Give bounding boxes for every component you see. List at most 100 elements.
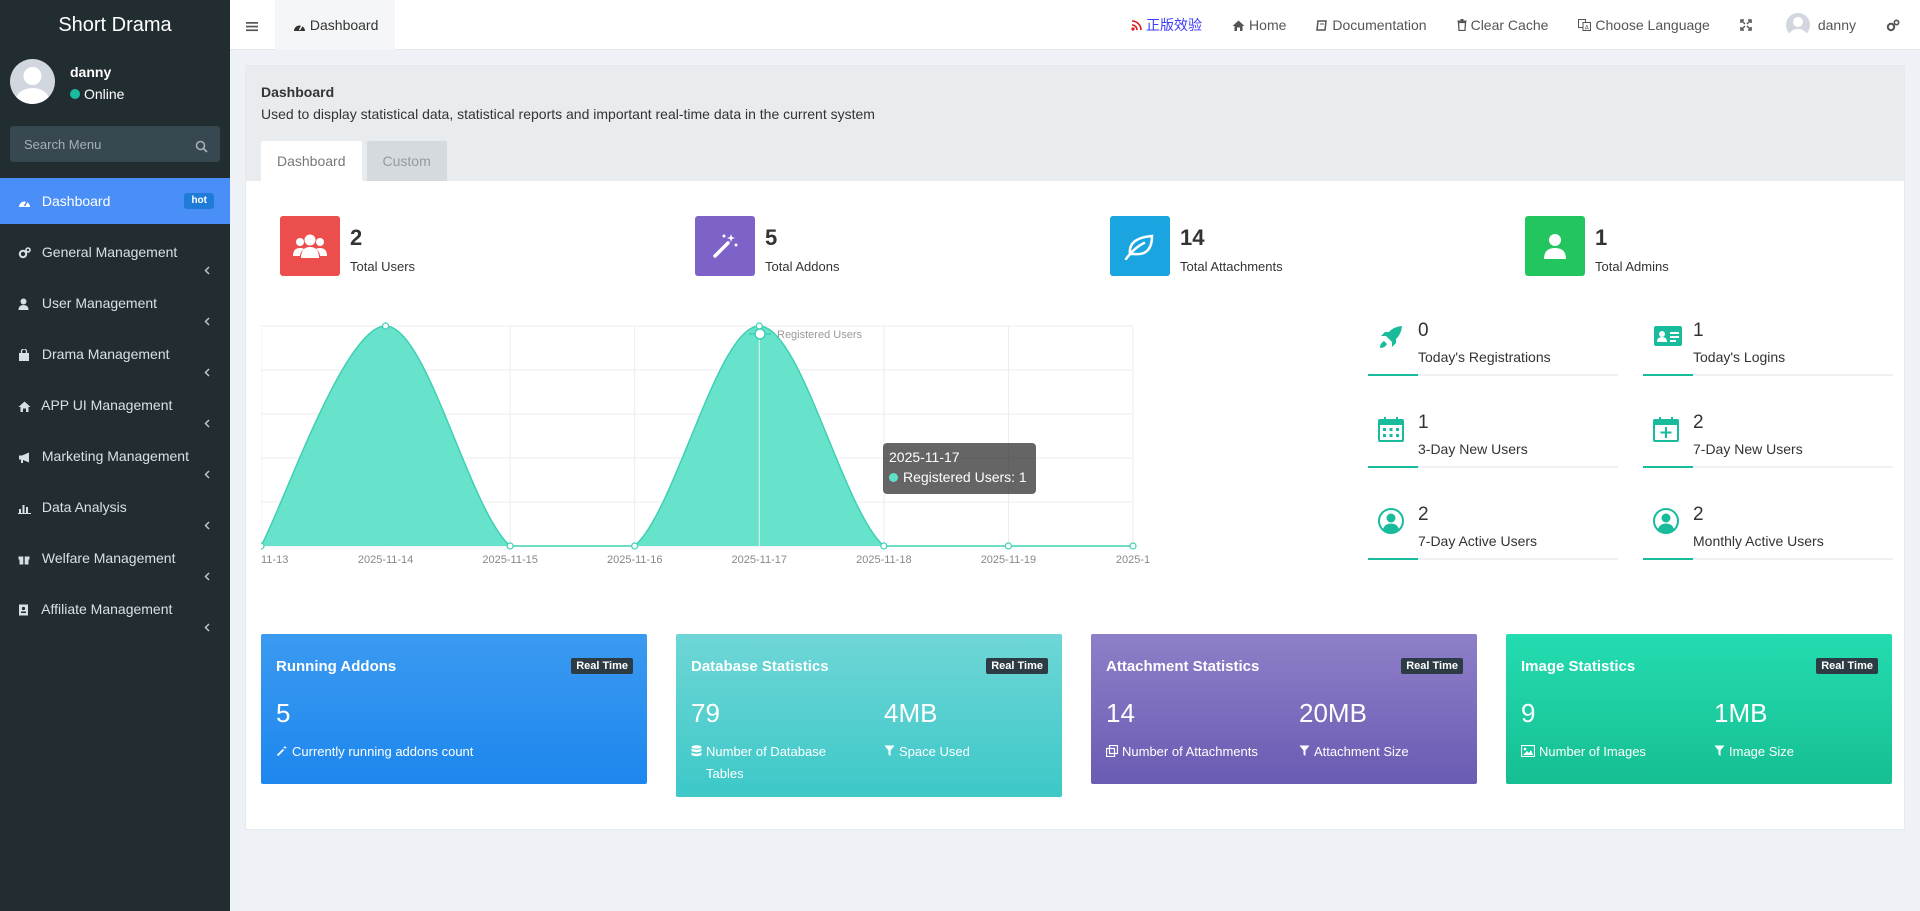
chevron-left-icon: [204, 603, 210, 649]
tooltip-text: Registered Users: 1: [903, 469, 1027, 485]
id-card-icon: [18, 586, 32, 632]
kpi-7day-active-users[interactable]: 2 7-Day Active Users: [1368, 500, 1618, 560]
gift-icon: [18, 535, 32, 581]
choose-language-button[interactable]: A Choose Language: [1578, 17, 1710, 33]
home-link[interactable]: Home: [1232, 17, 1286, 33]
card-value-2: 1MB: [1714, 698, 1768, 728]
documentation-link[interactable]: Documentation: [1316, 17, 1427, 33]
real-time-badge: Real Time: [986, 658, 1048, 674]
tab-custom[interactable]: Custom: [366, 141, 447, 181]
kpi-underline: [1368, 374, 1418, 376]
data-point: [381, 322, 390, 330]
sidebar-item-marketing-management[interactable]: Marketing Management: [0, 433, 230, 479]
data-point: [261, 542, 265, 550]
search-input[interactable]: [10, 126, 220, 162]
kpi-today-registrations[interactable]: 0 Today's Registrations: [1368, 316, 1618, 376]
promo-label: 正版效验: [1146, 17, 1203, 33]
kpi-value: 0: [1418, 320, 1429, 341]
stat-icon-box: [280, 216, 340, 276]
clear-cache-button[interactable]: Clear Cache: [1457, 17, 1548, 33]
promo-link[interactable]: 正版效验: [1131, 15, 1202, 35]
stat-label: Total Attachments: [1180, 259, 1283, 274]
user-menu-name: danny: [1817, 17, 1856, 33]
kpi-label: Today's Logins: [1693, 349, 1786, 365]
user-name: danny: [70, 64, 112, 80]
sidebar-item-general-management[interactable]: General Management: [0, 229, 230, 275]
sidebar-item-app-ui-management[interactable]: APP UI Management: [0, 382, 230, 428]
kpi-underline: [1643, 374, 1693, 376]
stat-label: Total Users: [350, 259, 416, 274]
kpi-label: Monthly Active Users: [1693, 533, 1824, 549]
data-point: [1129, 542, 1137, 550]
x-tick-label: 2025-11-19: [981, 554, 1036, 566]
search-icon[interactable]: [195, 137, 208, 153]
x-tick-label: 2025-11-15: [482, 554, 537, 566]
sidebar-item-data-analysis[interactable]: Data Analysis: [0, 484, 230, 530]
filter-icon: [884, 745, 895, 756]
registered-users-chart[interactable]: 11-13 2025-11-14 2025-11-15 2025-11-16 2025-…: [261, 314, 1336, 619]
kpi-label: Today's Registrations: [1418, 349, 1551, 365]
shopping-bag-icon: [18, 331, 32, 377]
card-sub: Number of Attachments: [1106, 741, 1258, 763]
search-menu: [10, 126, 220, 162]
kpi-3day-new-users[interactable]: 1 3-Day New Users: [1368, 408, 1618, 468]
stat-value: 2: [350, 225, 363, 250]
filter-icon: [1299, 745, 1310, 756]
real-time-badge: Real Time: [1401, 658, 1463, 674]
sidebar-item-dashboard[interactable]: Dashboard hot: [0, 178, 230, 224]
kpi-7day-new-users[interactable]: 2 7-Day New Users: [1643, 408, 1893, 468]
trash-icon: [1457, 19, 1467, 31]
card-sub-2: Attachment Size: [1299, 741, 1409, 763]
avatar: [10, 59, 55, 104]
fullscreen-button[interactable]: [1740, 19, 1756, 31]
x-tick-label: 2025-11-18: [856, 554, 911, 566]
card-attachment-statistics[interactable]: Attachment Statistics Real Time 14 20MB …: [1091, 634, 1477, 784]
tab-label: Dashboard: [309, 17, 379, 33]
page-description: Used to display statistical data, statis…: [261, 106, 875, 122]
user-status-text: Online: [84, 86, 125, 102]
sidebar-item-label: APP UI Management: [41, 397, 173, 413]
card-running-addons[interactable]: Running Addons Real Time 5 Currently run…: [261, 634, 647, 784]
kpi-value: 1: [1693, 320, 1704, 341]
sidebar-item-label: Affiliate Management: [41, 601, 173, 617]
card-sub: Number of Images: [1521, 741, 1646, 763]
rss-icon: [1131, 19, 1142, 31]
sidebar-item-affiliate-management[interactable]: Affiliate Management: [0, 586, 230, 632]
sidebar-item-label: Marketing Management: [41, 448, 189, 464]
chart-tooltip: 2025-11-17 Registered Users: 1: [883, 443, 1036, 494]
card-title: Attachment Statistics: [1106, 658, 1260, 675]
stat-value: 1: [1595, 225, 1608, 250]
user-status: Online: [70, 86, 124, 102]
tab-dashboard-content[interactable]: Dashboard: [261, 141, 362, 181]
magic-wand-icon: [276, 745, 287, 757]
svg-text:A: A: [1585, 25, 1590, 32]
data-point: [755, 322, 763, 330]
app-logo[interactable]: Short Drama: [0, 0, 230, 50]
x-tick-label: 11-13: [261, 554, 288, 566]
x-tick-label: 2025-1: [1116, 554, 1150, 566]
kpi-today-logins[interactable]: 1 Today's Logins: [1643, 316, 1893, 376]
sidebar-item-user-management[interactable]: User Management: [0, 280, 230, 326]
user-menu[interactable]: danny: [1785, 13, 1856, 43]
sidebar-item-label: General Management: [41, 244, 178, 260]
bullhorn-icon: [18, 433, 32, 479]
home-icon: [1232, 20, 1245, 31]
user-circle-icon: [1378, 508, 1404, 537]
x-tick-label: 2025-11-17: [732, 554, 787, 566]
card-sub-label: Currently running addons count: [292, 744, 474, 759]
sidebar-item-welfare-management[interactable]: Welfare Management: [0, 535, 230, 581]
settings-button[interactable]: [1886, 18, 1904, 32]
tab-dashboard[interactable]: Dashboard: [275, 0, 395, 50]
sidebar: Short Drama danny Online Dashboard hot G…: [0, 0, 230, 911]
sidebar-item-drama-management[interactable]: Drama Management: [0, 331, 230, 377]
card-database-statistics[interactable]: Database Statistics Real Time 79 4MB Num…: [676, 634, 1062, 797]
stat-label: Total Addons: [765, 259, 840, 274]
card-value-2: 4MB: [884, 698, 938, 728]
menu-toggle-icon[interactable]: [246, 17, 258, 33]
card-sub: Number of Database Tables: [691, 741, 861, 785]
sidebar-item-label: User Management: [41, 295, 158, 311]
card-sub-label-2: Image Size: [1729, 744, 1795, 759]
card-image-statistics[interactable]: Image Statistics Real Time 9 1MB Number …: [1506, 634, 1892, 784]
card-sub-label: Number of Attachments: [1122, 744, 1258, 759]
kpi-monthly-active-users[interactable]: 2 Monthly Active Users: [1643, 500, 1893, 560]
